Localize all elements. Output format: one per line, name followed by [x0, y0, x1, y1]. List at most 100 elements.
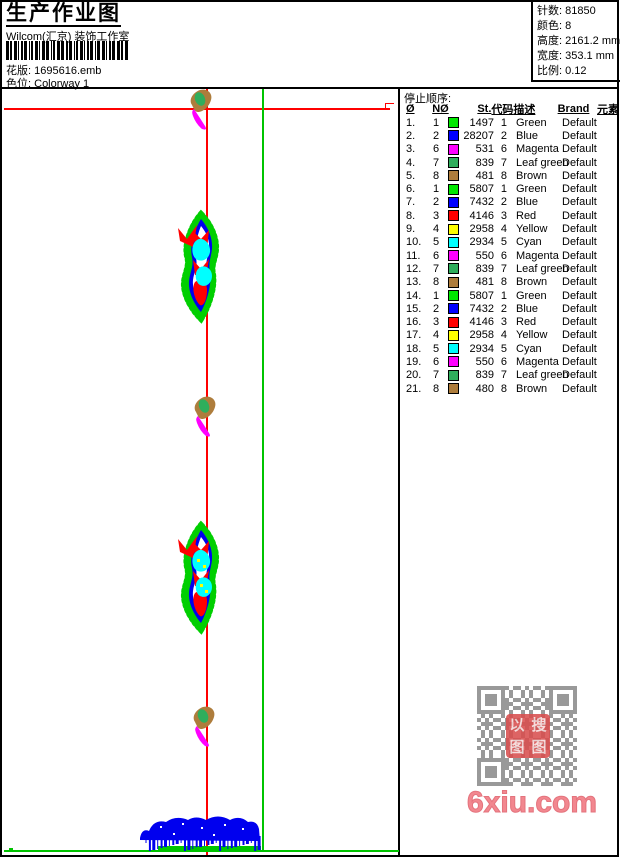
stitch-count: 2934 [469, 342, 494, 355]
stop-sequence-header: Ø NØ St. 代码 描述 Brand 元素 [401, 102, 620, 116]
stop-sequence-row: 21. 8 480 8 Brown Default [401, 382, 619, 395]
needle-number: 4 [433, 329, 440, 342]
pattern-file-value: 1695616.emb [34, 65, 102, 77]
color-name: Blue [516, 129, 539, 142]
stop-number: 6. [406, 183, 416, 196]
bud-motif-2 [194, 396, 216, 437]
stitch-count: 1497 [469, 116, 494, 129]
pattern-file-label: 花版: [6, 65, 32, 77]
color-swatch [448, 250, 459, 262]
stop-sequence-row: 6. 1 5807 1 Green Default [401, 182, 619, 195]
color-swatch [448, 343, 459, 355]
info-value: 353.1 mm [565, 50, 615, 62]
thread-brand: Default [562, 382, 597, 395]
color-code: 7 [500, 369, 507, 382]
stitch-count: 550 [475, 249, 494, 262]
color-code: 8 [500, 382, 507, 395]
color-name: Blue [516, 302, 539, 315]
thread-brand: Default [562, 143, 597, 156]
needle-number: 7 [433, 262, 440, 275]
col-element: 元素 [597, 103, 620, 116]
needle-number: 5 [433, 342, 440, 355]
bud-motif-1 [190, 89, 212, 130]
stop-sequence-row: 14. 1 5807 1 Green Default [401, 289, 619, 302]
stop-number: 8. [406, 209, 416, 222]
color-code: 6 [500, 249, 507, 262]
needle-number: 2 [433, 196, 440, 209]
needle-number: 1 [433, 116, 440, 129]
color-name: Brown [516, 382, 548, 395]
color-code: 2 [500, 302, 507, 315]
barcode [6, 41, 134, 60]
needle-number: 8 [433, 276, 440, 289]
color-code: 4 [500, 329, 507, 342]
color-name: Magenta [516, 355, 559, 368]
guide-red-end-hook [385, 103, 394, 108]
stitch-count: 2934 [469, 236, 494, 249]
stitch-count: 4146 [469, 209, 494, 222]
grass-motif [140, 816, 261, 851]
qr-code: 以搜图图 [477, 686, 577, 786]
stitch-count: 550 [475, 355, 494, 368]
color-name: Leaf green [516, 369, 569, 382]
stop-number: 5. [406, 169, 416, 182]
info-label: 高度: [537, 35, 563, 47]
stop-sequence-row: 12. 7 839 7 Leaf green Default [401, 262, 619, 275]
thread-brand: Default [562, 369, 597, 382]
col-stitches: St. [477, 102, 492, 115]
color-code: 2 [500, 129, 507, 142]
color-swatch [448, 210, 459, 222]
stitch-count: 480 [475, 382, 494, 395]
color-name: Red [516, 209, 537, 222]
stop-sequence-row: 15. 2 7432 2 Blue Default [401, 302, 619, 315]
stop-number: 1. [406, 116, 416, 129]
info-label: 比例: [537, 65, 563, 77]
stop-number: 11. [406, 249, 421, 262]
color-swatch [448, 316, 459, 328]
stop-sequence-row: 11. 6 550 6 Magenta Default [401, 249, 619, 262]
stop-sequence-row: 18. 5 2934 5 Cyan Default [401, 342, 619, 355]
color-swatch [448, 223, 459, 235]
thread-brand: Default [562, 236, 597, 249]
thread-brand: Default [562, 156, 597, 169]
stop-sequence-row: 3. 6 531 6 Magenta Default [401, 143, 619, 156]
guide-green-baseline [4, 850, 399, 852]
stop-number: 19. [406, 355, 422, 368]
thread-brand: Default [562, 302, 597, 315]
stitch-count: 531 [475, 143, 494, 156]
color-name: Yellow [516, 223, 548, 236]
flower-motif-2 [178, 520, 220, 635]
stitch-count: 839 [475, 262, 494, 275]
color-code: 5 [500, 236, 507, 249]
stitch-count: 2958 [469, 223, 494, 236]
stitch-count: 481 [475, 169, 494, 182]
color-swatch [448, 196, 459, 208]
thread-brand: Default [562, 209, 597, 222]
stitch-count: 5807 [469, 289, 494, 302]
color-code: 6 [500, 143, 507, 156]
stop-number: 12. [406, 262, 422, 275]
pattern-file-line: 花版: 1695616.emb [6, 62, 101, 78]
thread-brand: Default [562, 116, 597, 129]
stop-sequence-row: 20. 7 839 7 Leaf green Default [401, 369, 619, 382]
stop-sequence-row: 16. 3 4146 3 Red Default [401, 315, 619, 328]
color-code: 7 [500, 262, 507, 275]
color-code: 3 [500, 209, 507, 222]
stop-sequence-row: 1. 1 1497 1 Green Default [401, 116, 619, 129]
needle-number: 6 [433, 143, 440, 156]
stop-number: 20. [406, 369, 422, 382]
stitch-count: 481 [475, 276, 494, 289]
stop-sequence-row: 9. 4 2958 4 Yellow Default [401, 222, 619, 235]
stitch-count: 839 [475, 369, 494, 382]
needle-number: 7 [433, 156, 440, 169]
color-code: 8 [500, 169, 507, 182]
thread-brand: Default [562, 329, 597, 342]
color-swatch [448, 143, 459, 155]
info-row: 高度: 2161.2 mm [537, 34, 620, 49]
color-swatch [448, 130, 459, 142]
thread-brand: Default [562, 223, 597, 236]
color-name: Brown [516, 169, 548, 182]
color-swatch [448, 157, 459, 169]
color-swatch [448, 329, 459, 341]
stitch-count: 7432 [469, 302, 494, 315]
